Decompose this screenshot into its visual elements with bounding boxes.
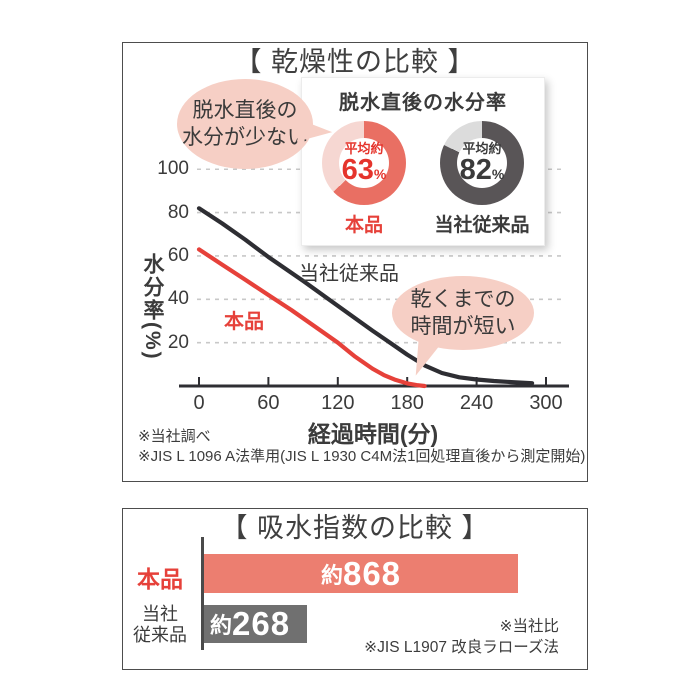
y-tick-label: 80 [167,201,189,223]
bar-value: 268 [232,605,291,642]
bar-category-this-product: 本品 [137,566,183,592]
bar-chart-axis [201,537,204,650]
absorption-comparison-panel: 【 吸水指数の比較 】 本品 約 868 当社 従来品 約 268 ※当社比 ※JI… [122,508,588,670]
bar-this-product: 約 868 [204,554,518,593]
donut-row: 平均約 63% 本品 平均約 82% 当社従来品 [302,121,544,237]
donut-hole: 平均約 82% [457,138,507,188]
bar-conventional: 約 268 [204,605,307,643]
series-label-conventional: 当社従来品 [299,263,399,285]
footnote: ※当社調べ [138,428,211,445]
x-tick-label: 120 [321,392,355,414]
series-line-本品 [196,247,427,389]
drying-footnotes: ※当社調べ ※JIS L 1096 A法準用(JIS L 1930 C4M法1回… [138,427,585,468]
y-tick-label: 40 [167,288,189,310]
absorption-footnotes: ※当社比 ※JIS L1907 改良ラローズ法 [364,617,559,659]
drying-panel-title: 【 乾燥性の比較 】 [220,44,490,83]
y-tick-label: 60 [167,244,189,266]
absorption-panel-title: 【 吸水指数の比較 】 [206,510,504,549]
callout-text: 水分が少ない [182,126,308,149]
donut-prefix: 平均約 [344,140,384,156]
footnote: ※当社比 [499,618,560,635]
bar-category-line: 当社 [142,604,178,624]
x-tick-label: 240 [459,392,494,414]
donut-value: 82% [459,153,505,186]
donut-conventional: 平均約 82% [440,121,524,205]
callout-tail [413,341,441,379]
bar-value: 868 [342,554,402,592]
footnote: ※JIS L 1096 A法準用(JIS L 1930 C4M法1回処理直後から… [138,448,586,466]
donut-value: 63% [341,153,387,186]
y-tick-label: 100 [157,158,189,180]
callout-text: 脱水直後の [192,98,298,122]
drying-comparison-panel: 【 乾燥性の比較 】 水分率(%) 経過時間(分) 20 40 60 80 100 0 6… [122,42,588,482]
callout-text: 時間が短い [410,315,516,338]
donut-block-conventional: 平均約 82% 当社従来品 [426,121,538,237]
donut-block-this-product: 平均約 63% 本品 [308,121,420,237]
footnote: ※JIS L1907 改良ラローズ法 [364,638,559,656]
y-tick-label: 20 [167,331,189,353]
bar-category-conventional: 当社 従来品 [123,604,197,645]
bar-category-line: 従来品 [133,624,187,645]
donut-prefix: 平均約 [462,140,502,156]
x-tick-label: 300 [529,392,563,414]
callout-dries-faster: 乾くまでの 時間が短い [392,276,534,379]
series-label-this-product: 本品 [224,311,264,333]
donut-label-conventional: 当社従来品 [434,215,530,236]
donut-this-product: 平均約 63% [322,121,406,205]
donut-hole: 平均約 63% [339,138,389,188]
moisture-after-spin-card: 脱水直後の水分率 平均約 63% 本品 平均約 82% [301,77,545,246]
bar-value-prefix: 約 [320,562,343,588]
donut-label-this-product: 本品 [344,215,383,236]
callout-text: 乾くまでの [410,287,516,311]
bar-value-prefix: 約 [210,613,233,638]
x-axis-label: 経過時間(分) [307,421,439,447]
x-tick-label: 60 [257,392,280,414]
callout-less-moisture: 脱水直後の 水分が少ない [177,79,334,169]
series-line-当社従来品 [196,206,535,386]
inset-card-title: 脱水直後の水分率 [339,92,507,114]
y-axis-label: 水分率(%) [141,253,164,361]
x-tick-label: 0 [193,392,205,414]
x-tick-label: 180 [390,392,424,414]
